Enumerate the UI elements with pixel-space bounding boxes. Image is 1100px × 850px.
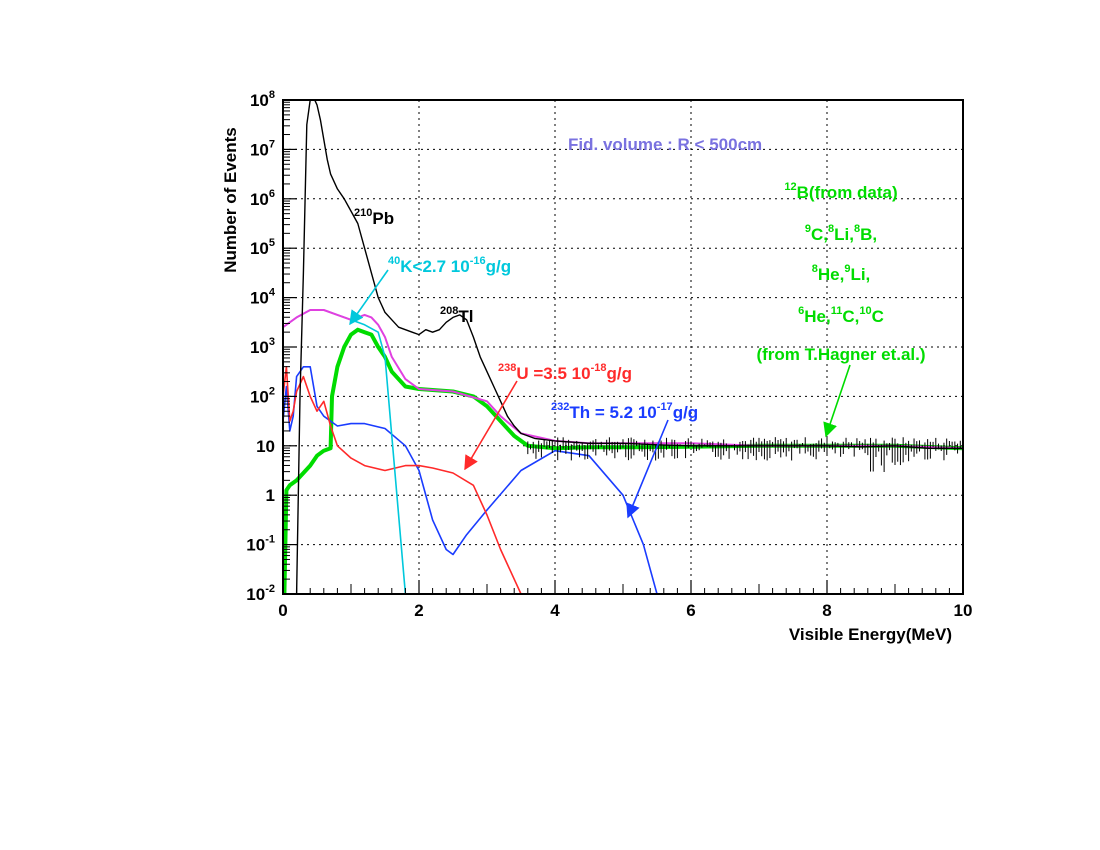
y-tick-label: 108 [250, 89, 275, 110]
series-group [283, 100, 964, 594]
label-tl: 208Tl [440, 305, 473, 326]
axis-ticks: 0 2 4 6 8 10 10-2 10-1 1 10 102 103 104 105 106 107 108 [246, 89, 972, 620]
label-pb: 210Pb [354, 207, 394, 228]
label-green-line: 12B(from data) [784, 181, 897, 202]
label-th: 232Th = 5.2 10-17g/g [551, 401, 698, 422]
y-tick-label: 10-1 [246, 534, 275, 555]
chart-title: Fid. volume : R < 500cm [568, 135, 762, 154]
y-axis-title: Number of Events [221, 127, 240, 272]
series-total-line [286, 100, 963, 594]
label-green-line: 8He,9Li, [812, 263, 871, 284]
annotation-arrows [349, 269, 851, 519]
x-tick-label: 6 [686, 601, 695, 620]
chart-labels: 210Pb 208Tl 40K<2.7 10-16g/g 238U =3.5 10-1… [354, 181, 926, 422]
grid-lines [283, 100, 963, 594]
label-green-line: (from T.Hagner et.al.) [756, 345, 925, 364]
x-axis-title: Visible Energy(MeV) [789, 625, 952, 644]
y-tick-label: 106 [250, 188, 275, 209]
x-tick-label: 2 [414, 601, 423, 620]
arrow-green [823, 364, 851, 438]
x-tick-label: 4 [550, 601, 560, 620]
y-tick-label: 104 [250, 287, 276, 308]
x-tick-label: 8 [822, 601, 831, 620]
y-tick-label: 107 [250, 138, 275, 159]
x-tick-label: 10 [954, 601, 973, 620]
y-tick-label: 10-2 [246, 583, 275, 604]
y-tick-label: 102 [250, 385, 275, 406]
label-green-line: 6He,11C,10C [798, 305, 884, 326]
y-tick-label: 1 [266, 486, 275, 505]
label-u: 238U =3.5 10-18g/g [498, 362, 632, 383]
label-k: 40K<2.7 10-16g/g [388, 255, 511, 276]
series-232th-line [283, 365, 658, 594]
arrow-u [464, 380, 518, 471]
y-tick-label: 105 [250, 237, 275, 258]
arrow-th [626, 419, 669, 519]
arrow-k [349, 269, 389, 326]
x-tick-label: 0 [278, 601, 287, 620]
y-tick-label: 103 [250, 336, 275, 357]
label-green-line: 9C,8Li,8B, [805, 223, 877, 244]
series-238u-line [283, 365, 522, 594]
series-magenta-line [283, 309, 963, 450]
y-tick-label: 10 [256, 437, 275, 456]
